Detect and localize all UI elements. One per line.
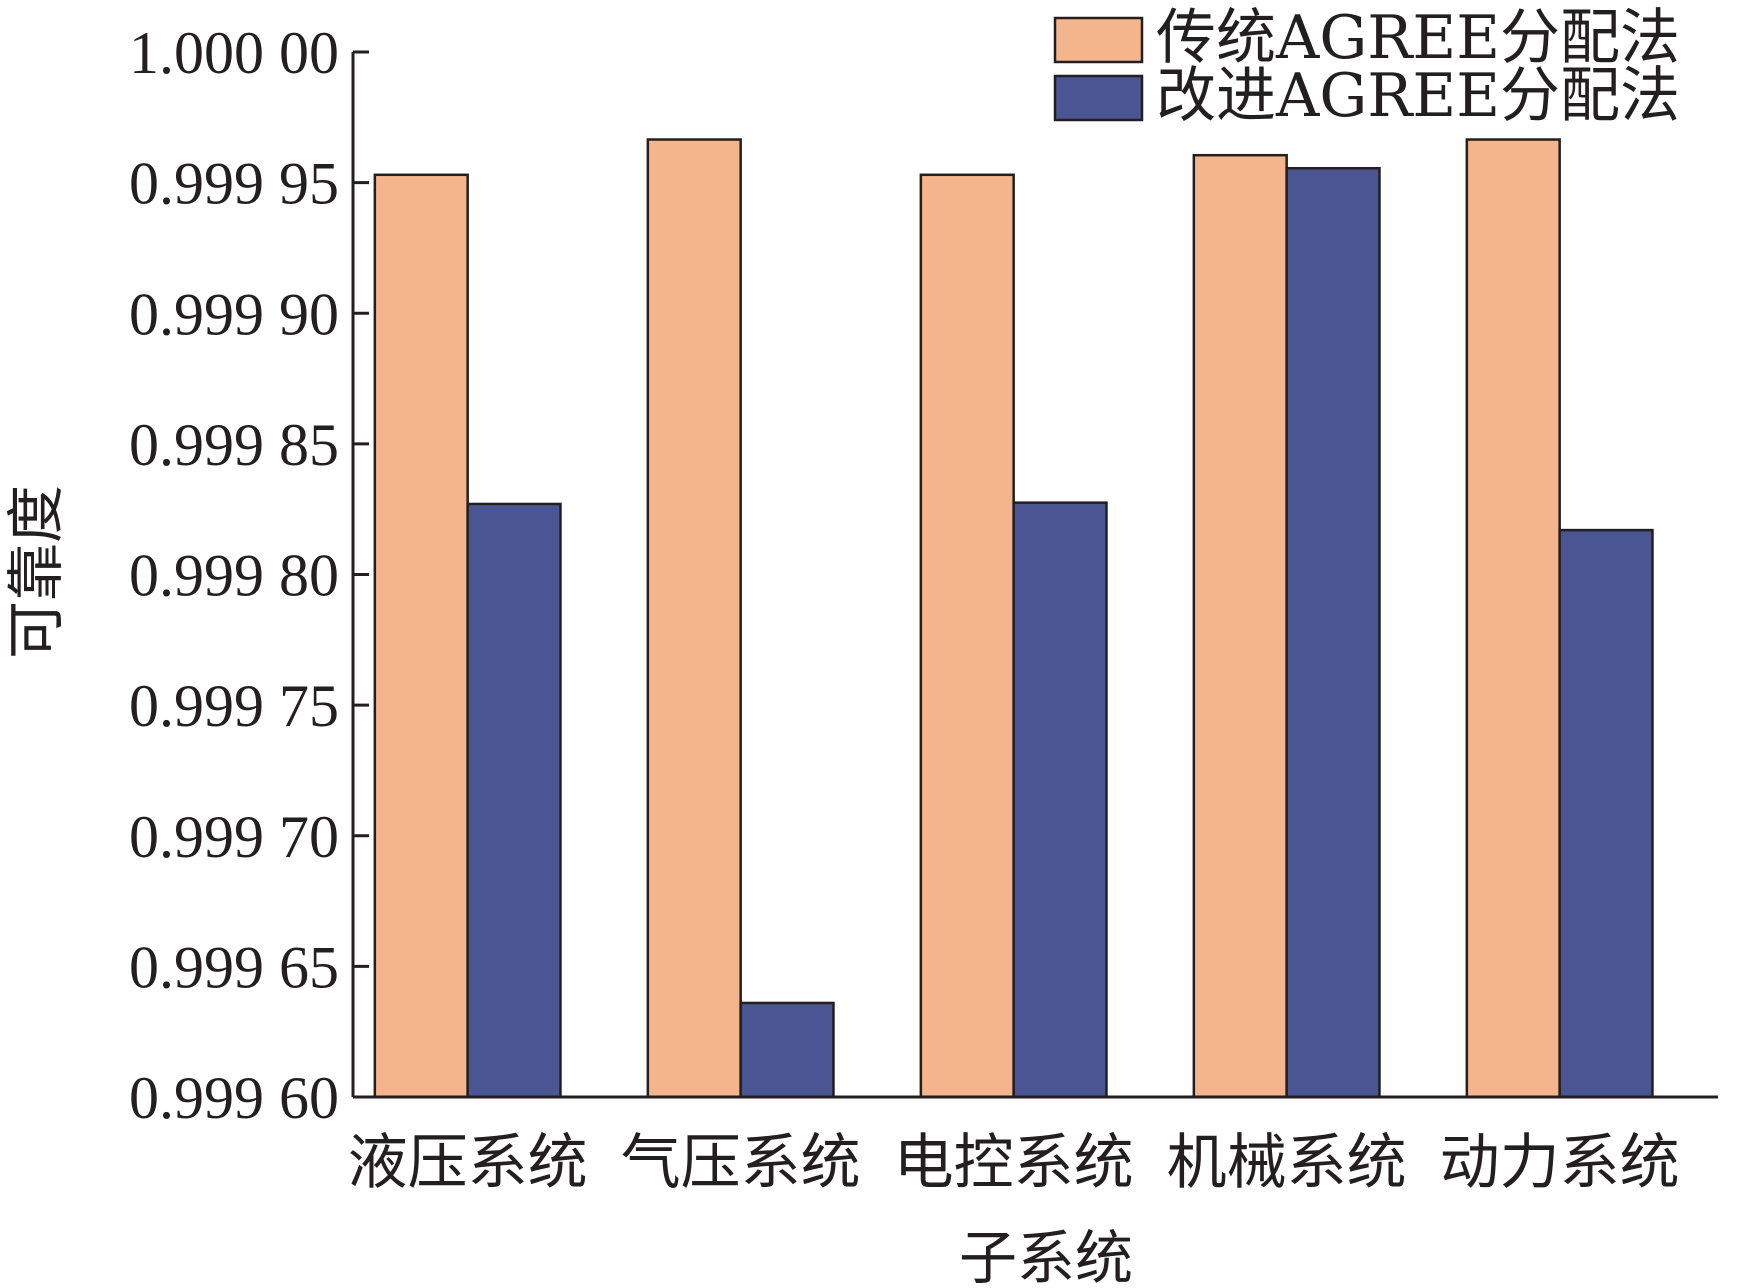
y-tick-label: 0.999 75 (129, 673, 339, 739)
y-tick-label: 0.999 60 (129, 1065, 339, 1131)
legend-label-traditional: 传统AGREE分配法 (1156, 3, 1680, 73)
x-category-label: 液压系统 (348, 1128, 588, 1198)
y-tick-label: 0.999 80 (129, 543, 339, 609)
bar-improved-0 (466, 502, 562, 1099)
bar-traditional-1 (646, 138, 742, 1099)
bars-layer (373, 138, 1654, 1099)
legend-swatch-traditional (1053, 16, 1144, 64)
y-tick-label: 0.999 65 (129, 934, 339, 1000)
x-category-label: 动力系统 (1440, 1128, 1680, 1198)
x-category-labels: 液压系统 气压系统 电控系统 机械系统 动力系统 (348, 1128, 1680, 1198)
bar-improved-1 (739, 1001, 835, 1099)
bar-improved-3 (1285, 167, 1381, 1099)
bar-traditional-4 (1465, 138, 1561, 1099)
y-tick-label: 0.999 90 (129, 281, 339, 347)
y-tick-label: 0.999 85 (129, 412, 339, 478)
y-tick-label: 0.999 70 (129, 804, 339, 870)
y-ticks: 1.000 00 0.999 95 0.999 90 0.999 85 0.999 80… (129, 20, 369, 1131)
legend-label-improved: 改进AGREE分配法 (1156, 61, 1680, 131)
x-category-label: 气压系统 (621, 1128, 861, 1198)
x-category-label: 机械系统 (1167, 1128, 1407, 1198)
bar-traditional-2 (919, 173, 1015, 1099)
legend-swatch-improved (1053, 74, 1144, 122)
x-axis-title: 子系统 (959, 1224, 1133, 1288)
bar-improved-4 (1558, 528, 1654, 1099)
bar-traditional-0 (373, 173, 469, 1099)
bar-traditional-3 (1192, 153, 1288, 1099)
y-axis-title: 可靠度 (2, 485, 70, 659)
y-tick-label: 0.999 95 (129, 151, 339, 217)
x-category-label: 电控系统 (894, 1128, 1134, 1198)
bar-improved-2 (1012, 501, 1108, 1099)
y-tick-label: 1.000 00 (129, 20, 339, 86)
